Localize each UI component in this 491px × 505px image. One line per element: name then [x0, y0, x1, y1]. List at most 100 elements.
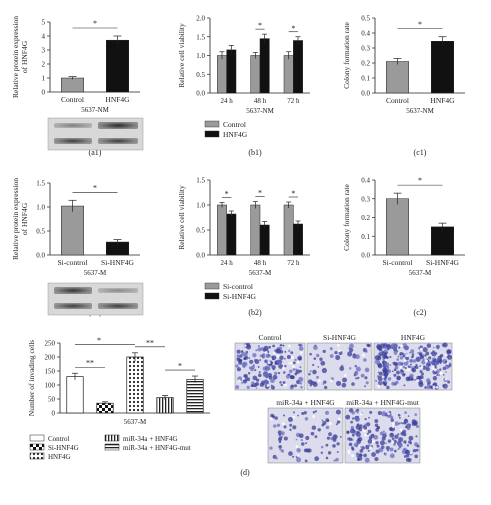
- y-tick-label: 4: [42, 33, 46, 41]
- cell: [414, 365, 419, 370]
- bar: [386, 61, 409, 94]
- cell: [332, 434, 338, 440]
- bar-control: [283, 55, 294, 94]
- cell: [336, 420, 341, 424]
- cell: [339, 435, 342, 439]
- cell: [359, 449, 364, 453]
- micrograph-mir-hnf4g: miR-34a + HNF4G: [267, 398, 344, 464]
- cell: [259, 359, 262, 361]
- cell: [396, 375, 401, 381]
- legend-label: Si-control: [223, 282, 253, 291]
- cell: [378, 352, 383, 357]
- cell: [442, 374, 445, 376]
- pore: [351, 454, 354, 458]
- cell: [378, 348, 383, 352]
- cell: [393, 351, 398, 355]
- cell: [410, 366, 413, 368]
- cell: [432, 350, 435, 353]
- bar: [126, 356, 144, 414]
- blot-band: [54, 138, 92, 144]
- pore: [444, 377, 448, 381]
- cell: [384, 432, 387, 434]
- cell: [425, 364, 430, 368]
- legend-swatch: [29, 434, 45, 442]
- cell: [363, 425, 366, 427]
- y-tick-label: 0.0: [196, 90, 205, 98]
- legend-label: HNF4G: [223, 130, 248, 139]
- cell: [377, 410, 382, 416]
- cell: [336, 442, 340, 446]
- cell: [283, 436, 288, 441]
- cell: [447, 354, 453, 360]
- cell: [392, 361, 396, 365]
- cell: [328, 432, 332, 437]
- cell: [296, 457, 302, 463]
- chart-c1: 0.0 0.1 0.2 0.3 0.4 0.5 Colony formation rate (…: [342, 15, 465, 157]
- cell: [417, 352, 420, 354]
- y-tick-label: 0.5: [361, 15, 370, 23]
- cell: [288, 369, 293, 374]
- cell: [374, 355, 380, 361]
- cell: [397, 355, 400, 358]
- cell: [365, 350, 368, 353]
- cell: [317, 428, 321, 432]
- cell: [321, 419, 324, 422]
- cell: [431, 351, 437, 357]
- cell: [348, 347, 354, 353]
- bar: [61, 77, 84, 93]
- cell: [335, 355, 341, 361]
- y-tick-label: 50: [48, 396, 56, 404]
- y-axis-label: Number of invading cells: [27, 340, 36, 417]
- legend-swatch: [204, 130, 220, 138]
- cell: [317, 366, 320, 368]
- cell: [241, 381, 244, 384]
- pore: [338, 417, 341, 421]
- pore: [242, 377, 245, 380]
- cell: [381, 350, 384, 354]
- x-tick-label: Control: [386, 96, 409, 105]
- cell: [418, 382, 424, 388]
- cell: [404, 366, 407, 370]
- cell: [393, 347, 398, 352]
- cell: [350, 428, 356, 434]
- x-tick-label: Si-control: [58, 258, 88, 267]
- cell: [372, 433, 375, 436]
- bar-control: [250, 55, 261, 94]
- western-blot-nm: [47, 117, 144, 151]
- cell: [444, 360, 448, 364]
- cell: [411, 366, 415, 369]
- cell: [374, 423, 379, 427]
- cell: [351, 411, 355, 415]
- cell: [268, 345, 271, 349]
- cell: [410, 377, 414, 381]
- pore: [433, 368, 437, 372]
- cell: [320, 445, 324, 449]
- cell: [415, 356, 421, 362]
- cell: [403, 373, 406, 376]
- cell: [376, 444, 380, 448]
- cell: [292, 455, 295, 458]
- cell: [408, 440, 412, 444]
- cell: [278, 364, 284, 369]
- pore: [360, 412, 363, 416]
- cell: [313, 345, 318, 350]
- cell: [354, 410, 358, 413]
- cell: [351, 433, 355, 437]
- cell: [391, 381, 396, 386]
- cell: [393, 443, 396, 446]
- legend-swatch: [204, 282, 220, 290]
- cell: [283, 414, 286, 417]
- cell: [301, 442, 305, 446]
- cell: [286, 355, 291, 359]
- cell: [385, 445, 390, 451]
- cell: [397, 448, 400, 450]
- cell: [400, 431, 405, 436]
- cell: [364, 367, 370, 373]
- y-tick-label: 0.3: [361, 45, 370, 53]
- y-axis-label: Relative protein expressionof HNF4G: [11, 178, 29, 260]
- cell: [396, 350, 399, 352]
- cell: [298, 343, 302, 347]
- bar: [186, 379, 204, 414]
- cell: [409, 351, 411, 354]
